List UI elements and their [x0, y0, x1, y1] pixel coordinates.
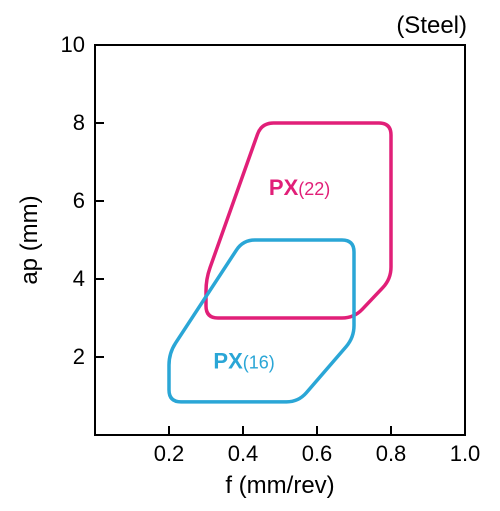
chart-container: 0.2 0.4 0.6 0.8 1.0 2 4 6 8 10 f (mm/rev) ap (mm… — [0, 0, 500, 511]
x-axis-label: f (mm/rev) — [225, 472, 334, 499]
series-group — [169, 123, 391, 402]
chart-svg: 0.2 0.4 0.6 0.8 1.0 2 4 6 8 10 f (mm/rev) ap (mm… — [0, 0, 500, 511]
y-tick-label: 2 — [73, 344, 85, 369]
series-label-px16: PX(16) — [213, 349, 274, 374]
x-tick-label: 0.8 — [376, 441, 407, 466]
x-tick-label: 0.6 — [302, 441, 333, 466]
x-tick-label: 1.0 — [450, 441, 481, 466]
y-tick-label: 4 — [73, 266, 85, 291]
y-axis-label: ap (mm) — [16, 195, 43, 284]
y-tick-label: 6 — [73, 188, 85, 213]
y-ticks: 2 4 6 8 10 — [61, 32, 104, 369]
series-region-px16 — [169, 240, 354, 402]
series-label-px22: PX(22) — [269, 175, 330, 200]
series-region-px22 — [206, 123, 391, 318]
x-tick-label: 0.2 — [154, 441, 185, 466]
y-tick-label: 10 — [61, 32, 85, 57]
x-ticks: 0.2 0.4 0.6 0.8 1.0 — [154, 426, 481, 466]
y-tick-label: 8 — [73, 110, 85, 135]
corner-label: (Steel) — [396, 12, 467, 39]
x-tick-label: 0.4 — [228, 441, 259, 466]
